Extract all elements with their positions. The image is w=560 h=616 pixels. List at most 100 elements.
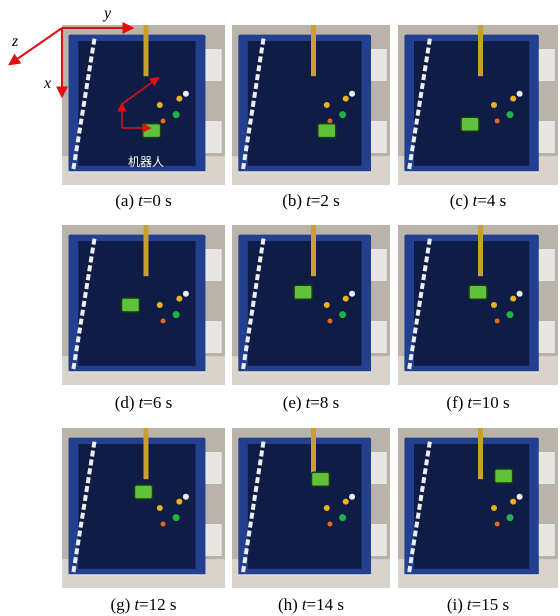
- photo: [62, 428, 225, 588]
- buoy: [176, 96, 182, 102]
- buoy: [339, 311, 346, 318]
- buoy: [183, 494, 189, 500]
- wall-panel: [371, 452, 387, 484]
- photo: [232, 25, 390, 185]
- buoy: [176, 499, 182, 505]
- buoy: [324, 505, 330, 511]
- robot: [294, 285, 312, 299]
- caption-value: =0 s: [143, 191, 172, 210]
- photo: [398, 25, 558, 185]
- caption-letter: (a): [115, 191, 134, 210]
- caption-value: =15 s: [472, 595, 509, 614]
- rod: [311, 225, 316, 276]
- buoy: [510, 296, 516, 302]
- wall-panel: [539, 121, 555, 153]
- photo: [232, 225, 390, 385]
- buoy: [507, 311, 514, 318]
- buoy: [495, 319, 500, 324]
- rod: [478, 428, 483, 479]
- buoy: [324, 302, 330, 308]
- caption: (a)t=0 s: [115, 191, 172, 210]
- buoy: [173, 514, 180, 521]
- pool-water: [414, 41, 529, 166]
- buoy: [161, 319, 166, 324]
- buoy: [517, 494, 523, 500]
- pool-water: [248, 444, 362, 569]
- buoy: [491, 505, 497, 511]
- pool-water: [78, 444, 195, 569]
- caption: (i)t=15 s: [447, 595, 509, 614]
- robot: [143, 124, 161, 138]
- photo-grid: (a)t=0 s(b)t=2 s(c)t=4 s(d)t=6 s(e)t=8 s…: [62, 25, 558, 614]
- buoy: [173, 311, 180, 318]
- photo: [62, 225, 225, 385]
- buoy: [343, 296, 349, 302]
- rod: [311, 25, 316, 76]
- pool-water: [414, 241, 529, 366]
- wall-panel: [371, 121, 387, 153]
- robot: [318, 124, 336, 138]
- buoy: [183, 91, 189, 97]
- x-label: x: [43, 75, 51, 92]
- caption: (f)t=10 s: [446, 393, 509, 412]
- buoy: [161, 522, 166, 527]
- buoy: [491, 102, 497, 108]
- buoy: [176, 296, 182, 302]
- buoy: [327, 119, 332, 124]
- wall-panel: [539, 524, 555, 556]
- buoy: [157, 302, 163, 308]
- wall-panel: [539, 249, 555, 281]
- robot: [469, 285, 487, 299]
- caption-letter: (i): [447, 595, 463, 614]
- pool-water: [248, 241, 362, 366]
- buoy: [343, 499, 349, 505]
- robot: [311, 472, 329, 486]
- robot: [495, 469, 513, 483]
- caption-letter: (c): [450, 191, 469, 210]
- buoy: [507, 514, 514, 521]
- photo: [398, 428, 558, 588]
- pool-water: [414, 444, 529, 569]
- buoy: [507, 111, 514, 118]
- rod: [478, 225, 483, 276]
- wall-panel: [205, 452, 221, 484]
- buoy: [491, 302, 497, 308]
- photo: [232, 428, 390, 588]
- wall-panel: [205, 49, 221, 81]
- caption-letter: (b): [282, 191, 302, 210]
- caption-letter: (f): [446, 393, 463, 412]
- caption: (c)t=4 s: [450, 191, 507, 210]
- caption-letter: (h): [278, 595, 298, 614]
- figure: (a)t=0 s(b)t=2 s(c)t=4 s(d)t=6 s(e)t=8 s…: [0, 0, 560, 616]
- buoy: [157, 102, 163, 108]
- rod: [144, 25, 149, 76]
- buoy: [173, 111, 180, 118]
- buoy: [510, 96, 516, 102]
- buoy: [495, 119, 500, 124]
- caption: (d)t=6 s: [115, 393, 173, 412]
- wall-panel: [371, 249, 387, 281]
- buoy: [339, 514, 346, 521]
- buoy: [349, 494, 355, 500]
- z-label: z: [11, 33, 19, 50]
- caption: (h)t=14 s: [278, 595, 344, 614]
- robot: [121, 298, 139, 312]
- caption: (e)t=8 s: [283, 393, 340, 412]
- caption-value: =6 s: [143, 393, 172, 412]
- wall-panel: [205, 321, 221, 353]
- caption-letter: (e): [283, 393, 302, 412]
- wall-panel: [371, 49, 387, 81]
- wall-panel: [539, 321, 555, 353]
- robot-label: 机器人: [128, 155, 164, 169]
- robot: [135, 485, 153, 499]
- caption: (g)t=12 s: [110, 595, 176, 614]
- buoy: [327, 522, 332, 527]
- caption-value: =10 s: [472, 393, 509, 412]
- robot: [461, 117, 479, 131]
- buoy: [327, 319, 332, 324]
- pool-water: [248, 41, 362, 166]
- photo: [398, 225, 558, 385]
- wall-panel: [205, 524, 221, 556]
- y-label: y: [102, 5, 112, 22]
- rod: [144, 428, 149, 479]
